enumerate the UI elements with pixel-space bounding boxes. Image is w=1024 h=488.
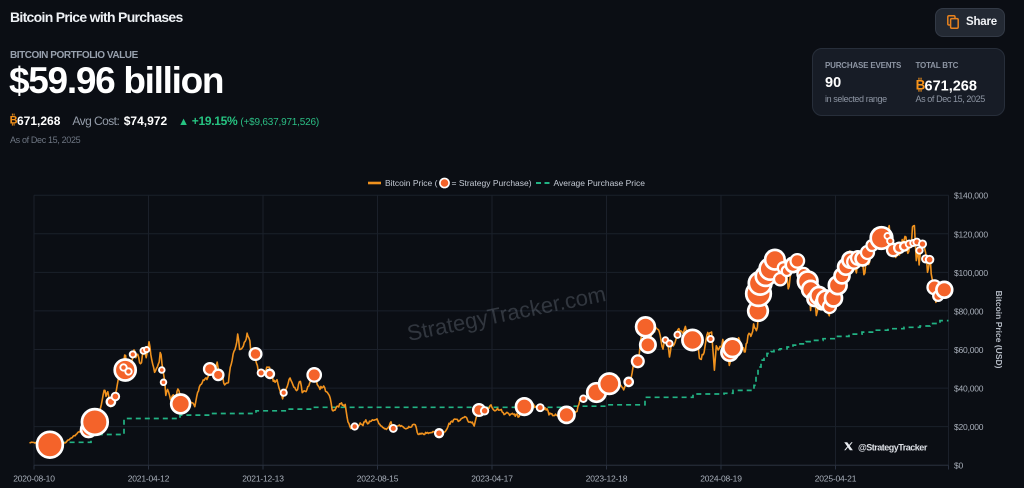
svg-text:2024-08-19: 2024-08-19 — [700, 474, 742, 484]
svg-text:2022-08-15: 2022-08-15 — [357, 474, 399, 484]
svg-text:B: B — [10, 115, 17, 127]
svg-text:$40,000: $40,000 — [954, 384, 984, 394]
svg-text:2021-04-12: 2021-04-12 — [128, 474, 170, 484]
svg-text:2023-12-18: 2023-12-18 — [586, 474, 628, 484]
svg-text:Bitcoin Price (: Bitcoin Price ( — [385, 178, 438, 188]
svg-text:$60,000: $60,000 — [954, 345, 984, 355]
svg-text:= Strategy Purchase): = Strategy Purchase) — [452, 178, 532, 188]
svg-text:Average Purchase Price: Average Purchase Price — [554, 178, 646, 188]
svg-text:$0: $0 — [954, 461, 964, 471]
svg-text:StrategyTracker.com: StrategyTracker.com — [405, 281, 608, 346]
svg-text:Bitcoin Price (USD): Bitcoin Price (USD) — [994, 291, 1004, 369]
svg-text:B: B — [916, 78, 925, 93]
svg-text:2025-04-21: 2025-04-21 — [815, 474, 857, 484]
svg-text:@StrategyTracker: @StrategyTracker — [858, 442, 928, 452]
svg-text:2021-12-13: 2021-12-13 — [242, 474, 284, 484]
svg-text:2023-04-17: 2023-04-17 — [471, 474, 513, 484]
svg-text:$20,000: $20,000 — [954, 422, 984, 432]
svg-text:$140,000: $140,000 — [954, 191, 988, 201]
svg-text:$100,000: $100,000 — [954, 268, 988, 278]
svg-text:2020-08-10: 2020-08-10 — [13, 474, 55, 484]
svg-text:$80,000: $80,000 — [954, 306, 984, 316]
svg-text:$120,000: $120,000 — [954, 229, 988, 239]
